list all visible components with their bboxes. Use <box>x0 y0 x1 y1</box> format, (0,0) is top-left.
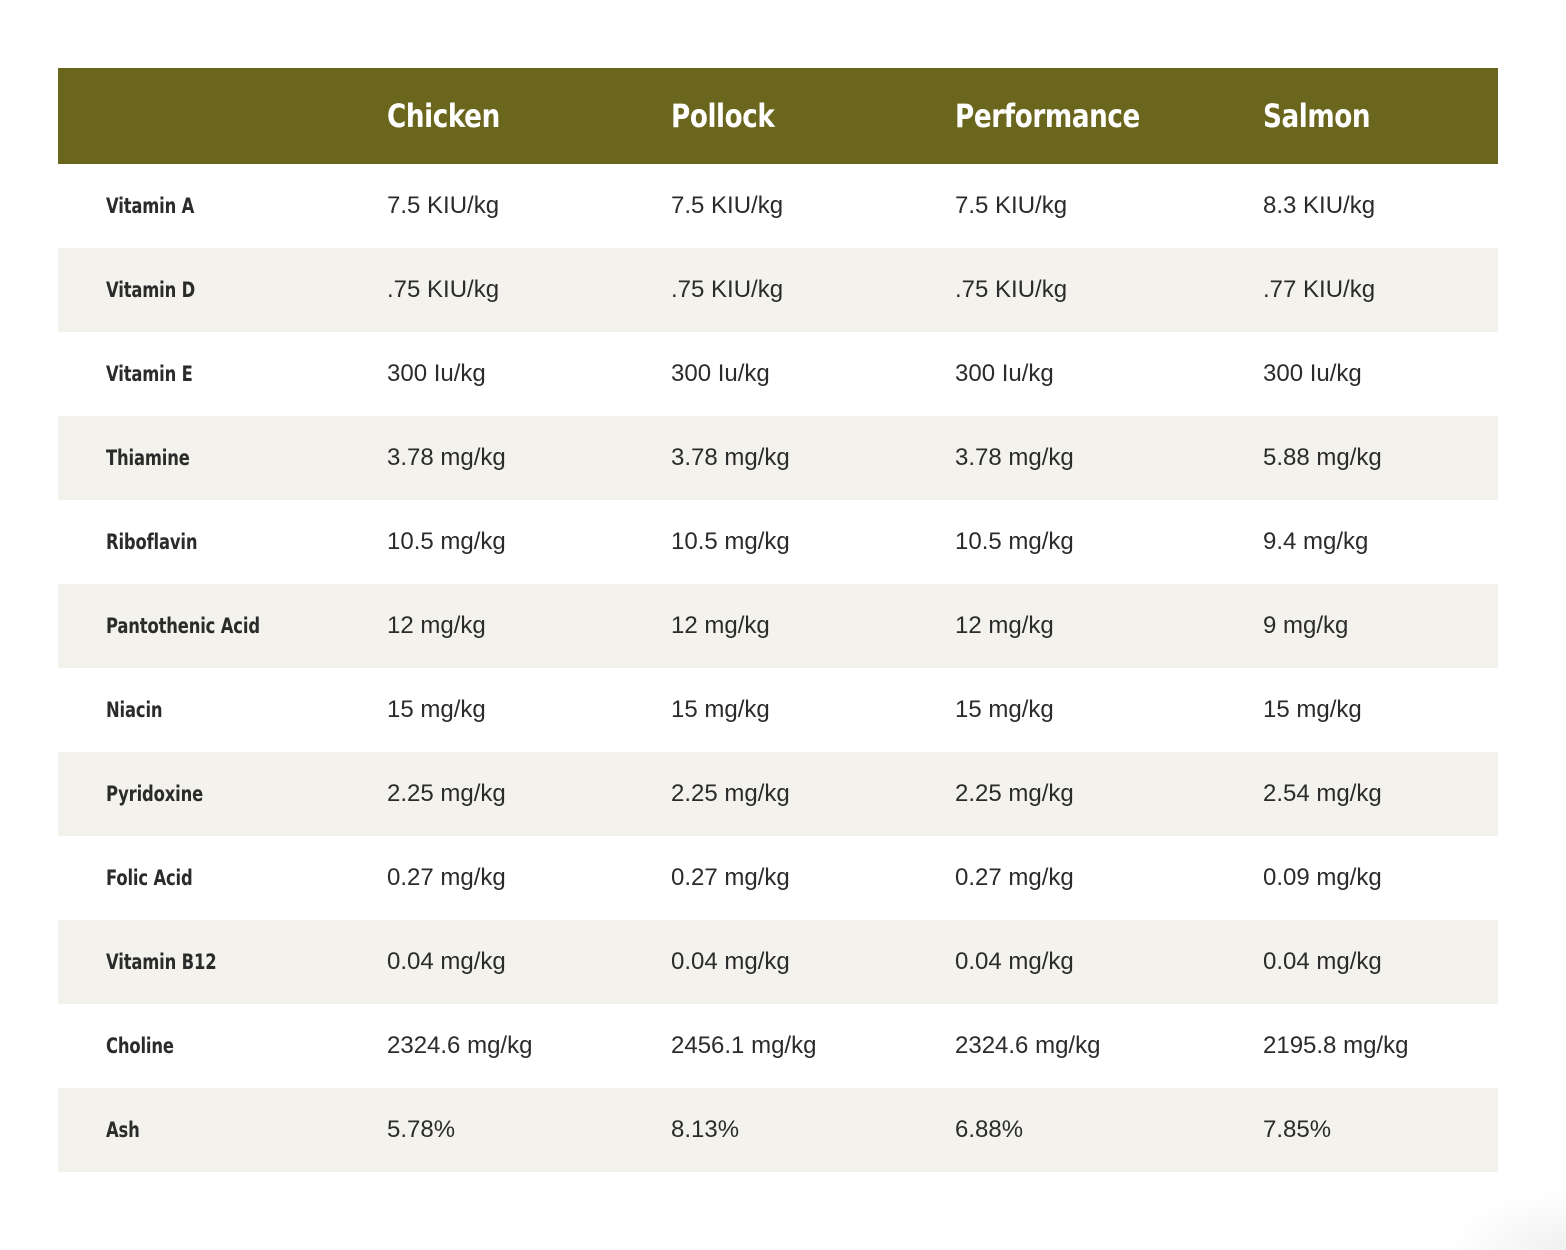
table-row: Vitamin B12 0.04 mg/kg 0.04 mg/kg 0.04 mg/k… <box>58 920 1498 1004</box>
row-label: Vitamin B12 <box>106 950 217 974</box>
corner-shadow <box>1446 1190 1566 1250</box>
table-header-row: Chicken Pollock Performance Salmon <box>58 68 1498 164</box>
row-label-cell: Pantothenic Acid <box>58 614 387 638</box>
row-label: Niacin <box>106 698 163 722</box>
value-cell-chicken: 300 Iu/kg <box>387 360 486 387</box>
value-cell-performance: 2.25 mg/kg <box>955 780 1074 807</box>
row-label: Vitamin D <box>106 278 196 302</box>
row-label-cell: Vitamin B12 <box>58 950 387 974</box>
value-cell-salmon: 8.3 KIU/kg <box>1263 192 1376 219</box>
value-cell-chicken: 3.78 mg/kg <box>387 444 506 471</box>
value-cell-chicken: 12 mg/kg <box>387 612 486 639</box>
value-cell-chicken: 0.27 mg/kg <box>387 864 506 891</box>
row-label: Vitamin E <box>106 362 193 386</box>
value-cell-pollock: 7.5 KIU/kg <box>671 192 784 219</box>
table-row: Choline 2324.6 mg/kg 2456.1 mg/kg 2324.6 mg… <box>58 1004 1498 1088</box>
row-label: Ash <box>106 1118 140 1142</box>
row-label-cell: Vitamin D <box>58 278 387 302</box>
value-cell-salmon: 15 mg/kg <box>1263 696 1362 723</box>
table-row: Riboflavin 10.5 mg/kg 10.5 mg/kg 10.5 mg/kg… <box>58 500 1498 584</box>
row-label: Choline <box>106 1034 174 1058</box>
row-label: Thiamine <box>106 446 190 470</box>
row-label: Folic Acid <box>106 866 193 890</box>
value-cell-salmon: 5.88 mg/kg <box>1263 444 1382 471</box>
value-cell-pollock: 10.5 mg/kg <box>671 528 790 555</box>
value-cell-chicken: .75 KIU/kg <box>387 276 500 303</box>
value-cell-performance: 2324.6 mg/kg <box>955 1032 1101 1059</box>
value-cell-salmon: 300 Iu/kg <box>1263 360 1362 387</box>
value-cell-pollock: 300 Iu/kg <box>671 360 770 387</box>
value-cell-salmon: 7.85% <box>1263 1116 1332 1143</box>
value-cell-performance: 6.88% <box>955 1116 1024 1143</box>
row-label-cell: Choline <box>58 1034 387 1058</box>
value-cell-pollock: 8.13% <box>671 1116 740 1143</box>
value-cell-pollock: 2456.1 mg/kg <box>671 1032 817 1059</box>
table-row: Pyridoxine 2.25 mg/kg 2.25 mg/kg 2.25 mg/kg… <box>58 752 1498 836</box>
value-cell-performance: 3.78 mg/kg <box>955 444 1074 471</box>
table-row: Vitamin A 7.5 KIU/kg 7.5 KIU/kg 7.5 KIU/kg 8… <box>58 164 1498 248</box>
value-cell-performance: 300 Iu/kg <box>955 360 1054 387</box>
value-cell-salmon: 2.54 mg/kg <box>1263 780 1382 807</box>
row-label: Vitamin A <box>106 194 195 218</box>
table-row: Thiamine 3.78 mg/kg 3.78 mg/kg 3.78 mg/kg 5.… <box>58 416 1498 500</box>
value-cell-salmon: 9 mg/kg <box>1263 612 1349 639</box>
row-label-cell: Vitamin E <box>58 362 387 386</box>
table-row: Pantothenic Acid 12 mg/kg 12 mg/kg 12 mg/kg… <box>58 584 1498 668</box>
value-cell-chicken: 2.25 mg/kg <box>387 780 506 807</box>
row-label: Riboflavin <box>106 530 198 554</box>
table-row: Niacin 15 mg/kg 15 mg/kg 15 mg/kg 15 mg/kg <box>58 668 1498 752</box>
value-cell-pollock: 12 mg/kg <box>671 612 770 639</box>
table-row: Ash 5.78% 8.13% 6.88% 7.85% <box>58 1088 1498 1172</box>
row-label-cell: Vitamin A <box>58 194 387 218</box>
row-label-cell: Niacin <box>58 698 387 722</box>
value-cell-chicken: 0.04 mg/kg <box>387 948 506 975</box>
value-cell-chicken: 15 mg/kg <box>387 696 486 723</box>
value-cell-salmon: 0.04 mg/kg <box>1263 948 1382 975</box>
value-cell-salmon: .77 KIU/kg <box>1263 276 1376 303</box>
nutrition-table: Chicken Pollock Performance Salmon Vitam… <box>58 68 1498 1172</box>
value-cell-performance: .75 KIU/kg <box>955 276 1068 303</box>
value-cell-salmon: 0.09 mg/kg <box>1263 864 1382 891</box>
table-row: Vitamin E 300 Iu/kg 300 Iu/kg 300 Iu/kg 300 … <box>58 332 1498 416</box>
value-cell-salmon: 9.4 mg/kg <box>1263 528 1369 555</box>
row-label-cell: Folic Acid <box>58 866 387 890</box>
value-cell-pollock: 3.78 mg/kg <box>671 444 790 471</box>
row-label-cell: Ash <box>58 1118 387 1142</box>
table-body: Vitamin A 7.5 KIU/kg 7.5 KIU/kg 7.5 KIU/kg 8… <box>58 164 1498 1172</box>
header-performance: Performance <box>955 97 1140 135</box>
value-cell-performance: 15 mg/kg <box>955 696 1054 723</box>
table-row: Folic Acid 0.27 mg/kg 0.27 mg/kg 0.27 mg/kg… <box>58 836 1498 920</box>
value-cell-chicken: 10.5 mg/kg <box>387 528 506 555</box>
row-label-cell: Pyridoxine <box>58 782 387 806</box>
value-cell-pollock: 15 mg/kg <box>671 696 770 723</box>
value-cell-performance: 0.04 mg/kg <box>955 948 1074 975</box>
header-chicken: Chicken <box>387 97 500 135</box>
row-label-cell: Riboflavin <box>58 530 387 554</box>
row-label: Pantothenic Acid <box>106 614 260 638</box>
value-cell-pollock: 0.27 mg/kg <box>671 864 790 891</box>
value-cell-performance: 7.5 KIU/kg <box>955 192 1068 219</box>
value-cell-performance: 0.27 mg/kg <box>955 864 1074 891</box>
value-cell-salmon: 2195.8 mg/kg <box>1263 1032 1409 1059</box>
value-cell-pollock: 2.25 mg/kg <box>671 780 790 807</box>
value-cell-chicken: 2324.6 mg/kg <box>387 1032 533 1059</box>
value-cell-chicken: 5.78% <box>387 1116 456 1143</box>
value-cell-performance: 12 mg/kg <box>955 612 1054 639</box>
header-salmon: Salmon <box>1263 97 1371 135</box>
table-row: Vitamin D .75 KIU/kg .75 KIU/kg .75 KIU/kg.… <box>58 248 1498 332</box>
value-cell-chicken: 7.5 KIU/kg <box>387 192 500 219</box>
value-cell-pollock: 0.04 mg/kg <box>671 948 790 975</box>
row-label: Pyridoxine <box>106 782 204 806</box>
row-label-cell: Thiamine <box>58 446 387 470</box>
value-cell-pollock: .75 KIU/kg <box>671 276 784 303</box>
header-pollock: Pollock <box>671 97 775 135</box>
value-cell-performance: 10.5 mg/kg <box>955 528 1074 555</box>
